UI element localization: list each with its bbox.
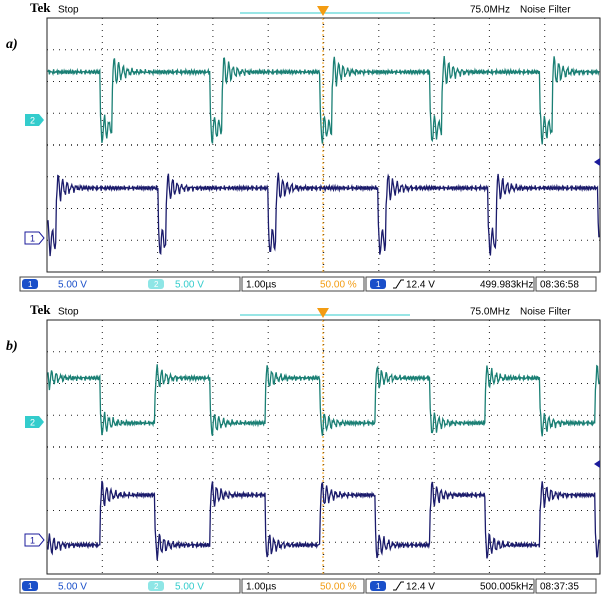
timebase: 1.00µs (246, 582, 276, 593)
panel-label: a) (6, 37, 18, 52)
filter: Noise Filter (520, 5, 571, 16)
state: Stop (58, 307, 79, 318)
trigger-level: 12.4 V (406, 280, 435, 291)
footer-box (20, 579, 240, 593)
ch2-marker: 2 (30, 115, 35, 125)
trigger-position-marker (317, 6, 329, 16)
ch2-scale: 5.00 V (175, 280, 204, 291)
trigger-position-marker (317, 308, 329, 318)
scope-panel: b) Tek Stop 75.0MHz Noise Filter 2 1 1 5.00 V 2 5.… (6, 302, 600, 593)
figure: a) Tek Stop 75.0MHz Noise Filter 2 1 1 5.00 V 2 5.… (0, 0, 605, 599)
timebase: 1.00µs (246, 280, 276, 291)
ch2-badge: 2 (154, 582, 159, 591)
ch1-badge: 1 (28, 582, 33, 591)
ch2-badge: 2 (154, 280, 159, 289)
panel-label: b) (6, 339, 18, 354)
state: Stop (58, 5, 79, 16)
trigger-level: 12.4 V (406, 582, 435, 593)
ch1-scale: 5.00 V (58, 280, 87, 291)
frequency: 499.983kHz (480, 280, 533, 291)
ch2-scale: 5.00 V (175, 582, 204, 593)
trigger-badge: 1 (376, 280, 381, 289)
page: a) Tek Stop 75.0MHz Noise Filter 2 1 1 5.00 V 2 5.… (0, 0, 605, 599)
bandwidth: 75.0MHz (470, 307, 510, 318)
ch2-marker: 2 (30, 417, 35, 427)
ch1-marker: 1 (30, 233, 35, 243)
brand: Tek (30, 302, 51, 317)
brand: Tek (30, 0, 51, 15)
footer-box (20, 277, 240, 291)
scope-panel: a) Tek Stop 75.0MHz Noise Filter 2 1 1 5.00 V 2 5.… (6, 0, 600, 291)
trigger-badge: 1 (376, 582, 381, 591)
time: 08:37:35 (540, 582, 579, 593)
bandwidth: 75.0MHz (470, 5, 510, 16)
position: 50.00 % (320, 582, 357, 593)
ch1-marker: 1 (30, 535, 35, 545)
ch1-scale: 5.00 V (58, 582, 87, 593)
ch1-badge: 1 (28, 280, 33, 289)
time: 08:36:58 (540, 280, 579, 291)
position: 50.00 % (320, 280, 357, 291)
filter: Noise Filter (520, 307, 571, 318)
frequency: 500.005kHz (480, 582, 533, 593)
